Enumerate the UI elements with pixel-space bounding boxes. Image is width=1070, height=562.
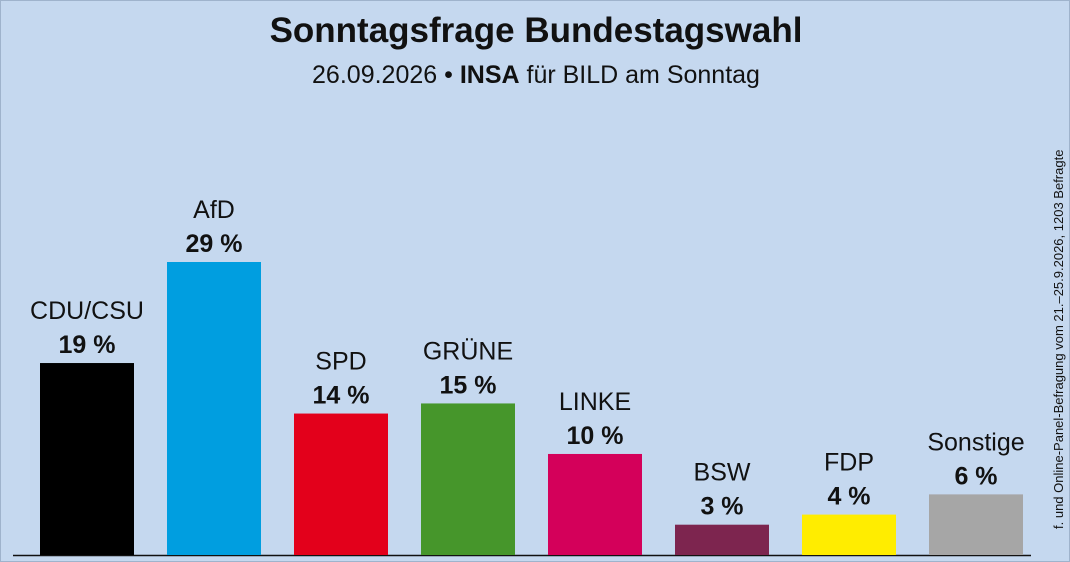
value-label-sonstige: 6 % (954, 462, 997, 490)
category-label-cdu-csu: CDU/CSU (30, 297, 144, 325)
value-label-afd: 29 % (186, 230, 243, 258)
bar-afd (167, 262, 261, 555)
category-label-bsw: BSW (694, 459, 751, 487)
bar-fdp (802, 514, 896, 555)
category-label-sonstige: Sonstige (927, 428, 1024, 456)
value-label-cdu-csu: 19 % (59, 331, 116, 359)
category-label-spd: SPD (315, 348, 366, 376)
bar-cdu-csu (40, 363, 134, 555)
chart-subtitle: 26.09.2026 • INSA für BILD am Sonntag (1, 61, 1069, 90)
category-label-fdp: FDP (824, 449, 874, 477)
value-label-gr-ne: 15 % (440, 371, 497, 399)
value-label-linke: 10 % (567, 422, 624, 450)
bar-chart: 19 % CDU/CSU 29 % AfD 14 % SPD 15 % GRÜNE 10 % LI… (13, 196, 1031, 557)
bar-bsw (675, 524, 769, 555)
bar-spd (294, 413, 388, 555)
subtitle-client: für BILD am Sonntag (526, 61, 760, 89)
bar-linke (548, 453, 642, 555)
source-note: f. und Online-Panel-Befragung vom 21.–25… (1051, 149, 1066, 529)
value-label-spd: 14 % (313, 382, 370, 410)
value-label-bsw: 3 % (700, 493, 743, 521)
chart-title: Sonntagsfrage Bundestagswahl (269, 11, 803, 50)
category-label-afd: AfD (193, 196, 235, 224)
bar-sonstige (929, 494, 1023, 555)
subtitle-date: 26.09.2026 • (312, 61, 453, 89)
category-label-gr-ne: GRÜNE (423, 337, 513, 365)
category-label-linke: LINKE (559, 388, 631, 416)
bar-gr-ne (421, 403, 515, 555)
subtitle-institute: INSA (459, 61, 520, 89)
value-label-fdp: 4 % (827, 483, 870, 511)
